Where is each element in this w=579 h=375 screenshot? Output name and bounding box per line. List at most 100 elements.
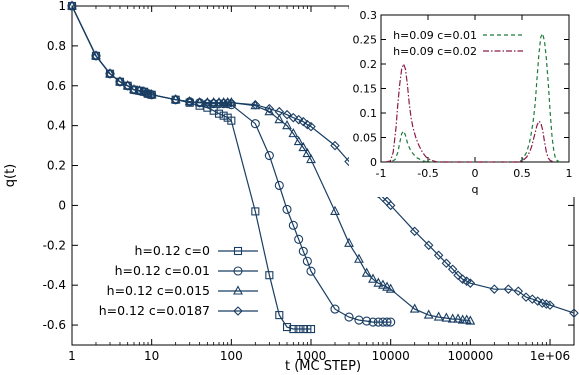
data-point xyxy=(433,311,444,321)
inset-y-tick-label: 0 xyxy=(370,156,377,169)
inset-y-tick-label: 0.25 xyxy=(353,34,378,47)
data-point xyxy=(465,278,476,288)
data-point xyxy=(447,313,458,323)
data-point xyxy=(122,80,133,91)
data-point xyxy=(288,112,299,123)
data-point xyxy=(227,116,236,125)
inset-x-tick-label: -1 xyxy=(376,167,387,180)
inset-y-tick-label: 0.15 xyxy=(353,83,378,96)
legend-marker xyxy=(233,266,243,276)
data-point xyxy=(344,237,354,247)
data-point xyxy=(489,284,500,294)
data-point xyxy=(447,264,458,275)
series-line xyxy=(71,5,575,314)
data-point xyxy=(299,324,308,334)
data-point xyxy=(219,111,228,120)
data-point xyxy=(223,99,233,109)
data-point xyxy=(409,226,420,237)
data-point xyxy=(294,324,303,334)
inset-y-tick-label: 0.2 xyxy=(360,58,378,71)
data-point xyxy=(115,76,125,87)
data-point xyxy=(521,292,531,302)
inset-y-tick-label: 0.1 xyxy=(360,107,378,120)
series-line xyxy=(71,5,311,330)
data-point xyxy=(288,220,298,230)
x-tick-label: 10000 xyxy=(372,349,410,363)
data-point xyxy=(453,313,463,323)
data-point xyxy=(264,103,275,114)
inset-legend-label: h=0.09 c=0.01 xyxy=(393,29,477,42)
legend-label: h=0.12 c=0.015 xyxy=(107,283,210,298)
inset-y-tick-label: 0.05 xyxy=(353,132,378,145)
data-point xyxy=(226,97,237,107)
data-point xyxy=(465,315,476,325)
y-tick-label: 0.4 xyxy=(47,119,66,133)
data-point xyxy=(354,253,364,263)
data-point xyxy=(194,97,205,108)
data-point xyxy=(503,284,514,294)
data-point xyxy=(294,234,304,244)
data-point xyxy=(288,127,299,138)
data-point xyxy=(67,1,77,11)
data-point xyxy=(184,96,195,107)
data-point xyxy=(382,317,392,327)
data-point xyxy=(302,256,312,266)
data-point xyxy=(251,207,260,216)
data-point xyxy=(330,304,340,314)
y-tick-label: -0.4 xyxy=(43,278,66,292)
data-point xyxy=(433,250,444,261)
data-point xyxy=(362,316,372,326)
data-point xyxy=(344,312,354,322)
data-point xyxy=(214,99,224,109)
data-point xyxy=(298,141,309,152)
data-point xyxy=(91,51,101,61)
x-tick-label: 1000 xyxy=(296,349,327,363)
data-point xyxy=(409,303,420,313)
data-point xyxy=(129,84,139,95)
series-diamond xyxy=(67,1,579,318)
data-point xyxy=(91,50,101,60)
y-tick-label: 0 xyxy=(58,198,66,212)
y-axis-label: q(t) xyxy=(3,164,18,188)
inset-x-axis-label: q xyxy=(472,183,479,196)
legend-label: h=0.12 c=0 xyxy=(134,243,210,258)
data-point xyxy=(274,113,285,124)
y-tick-label: 1 xyxy=(58,0,66,13)
data-point xyxy=(293,135,304,146)
data-point xyxy=(264,151,274,161)
legend-marker xyxy=(233,246,243,256)
legend-marker xyxy=(233,306,243,316)
data-point xyxy=(330,140,340,151)
inset-x-tick-label: 0 xyxy=(472,167,479,180)
legend-marker xyxy=(233,285,243,295)
inset-y-tick-label: 0.3 xyxy=(360,9,378,22)
data-point xyxy=(105,69,115,79)
data-point xyxy=(250,99,261,110)
data-point xyxy=(527,294,538,304)
data-point xyxy=(423,240,434,251)
data-point xyxy=(105,68,115,78)
data-point xyxy=(214,109,224,118)
y-tick-label: 0.6 xyxy=(47,79,66,93)
inset-x-tick-label: -0.5 xyxy=(417,167,438,180)
data-point xyxy=(115,76,125,86)
data-point xyxy=(385,200,396,211)
y-tick-label: -0.2 xyxy=(43,238,66,252)
data-point xyxy=(306,324,316,334)
data-point xyxy=(170,94,181,105)
main-plot: 1 10 100 1000 10000 100000 1e+06-0.6-0.4-0.200… xyxy=(3,0,579,374)
data-point xyxy=(382,281,392,291)
data-point xyxy=(298,246,308,256)
data-point xyxy=(569,308,579,318)
data-point xyxy=(386,317,396,327)
data-point xyxy=(532,296,543,306)
x-tick-label: 100000 xyxy=(447,349,493,363)
data-point xyxy=(202,97,213,107)
data-point xyxy=(513,286,524,296)
data-point xyxy=(274,180,284,191)
data-point xyxy=(67,0,77,10)
data-point xyxy=(306,153,316,164)
data-point xyxy=(545,300,555,310)
inset-plot: -1 -0.5 0 0.5 1 0 0.05 0.1 0.15 0.2 0.25 0.3 q h=0.09… xyxy=(349,3,575,197)
data-point xyxy=(265,271,274,280)
